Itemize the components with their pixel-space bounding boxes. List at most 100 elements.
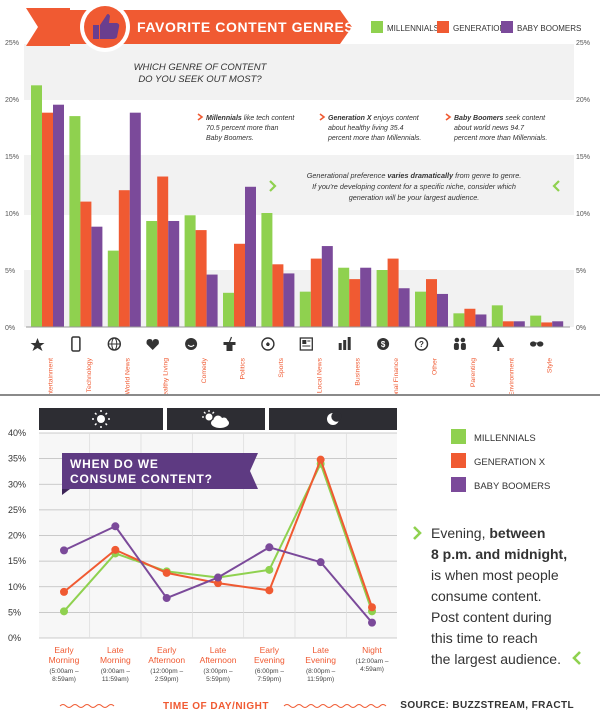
x-category-time: 5:59pm) bbox=[206, 676, 230, 683]
tree-icon bbox=[492, 337, 505, 351]
bar bbox=[321, 246, 333, 327]
y-tick-label-left: 10% bbox=[5, 211, 19, 218]
star-icon bbox=[30, 338, 45, 351]
x-category-label: Night bbox=[362, 645, 382, 655]
bar bbox=[261, 213, 273, 327]
x-category-label: Morning bbox=[49, 655, 80, 665]
data-point bbox=[214, 579, 222, 588]
x-category-time: 11:59pm) bbox=[307, 676, 334, 683]
bar bbox=[245, 186, 256, 327]
x-category-label: Afternoon bbox=[148, 655, 185, 665]
bar bbox=[376, 270, 388, 327]
note-text: Post content during bbox=[431, 609, 552, 625]
note-text: 70.5 percent more than bbox=[206, 125, 278, 132]
question-line-2: DO YOU SEEK OUT MOST? bbox=[138, 74, 262, 85]
time-of-day-header bbox=[39, 408, 397, 430]
lines bbox=[60, 455, 376, 627]
note-strong: between bbox=[489, 525, 545, 541]
legend-swatch-genx bbox=[451, 453, 466, 468]
insight-note: Generational preference varies dramatica… bbox=[269, 171, 560, 202]
bar bbox=[129, 112, 141, 328]
thumbs-up-icon bbox=[93, 14, 120, 39]
y-tick-label-right: 10% bbox=[576, 211, 590, 218]
data-point bbox=[316, 558, 325, 567]
bar bbox=[387, 258, 399, 327]
bar bbox=[464, 308, 476, 327]
y-tick-label: 10% bbox=[8, 582, 26, 592]
x-category-time: 8:59am) bbox=[52, 676, 76, 683]
bar bbox=[310, 258, 322, 327]
bar bbox=[206, 274, 218, 327]
section-divider bbox=[0, 394, 600, 396]
note-text: percent more than Millennials. bbox=[327, 135, 421, 142]
y-tick-label-right: 20% bbox=[576, 97, 590, 104]
bar bbox=[69, 116, 81, 327]
legend-label-boomers: BABY BOOMERS bbox=[517, 24, 581, 33]
bar bbox=[91, 226, 103, 327]
banner-fold bbox=[62, 489, 70, 495]
legend-swatch-boomers bbox=[501, 21, 513, 33]
y-tick-label: 40% bbox=[8, 428, 26, 438]
data-point bbox=[162, 568, 171, 577]
data-point bbox=[368, 603, 376, 612]
chart-icon bbox=[338, 337, 351, 350]
y-tick-label: 35% bbox=[8, 454, 26, 464]
note-generation-x: Generation X enjoys content about health… bbox=[319, 113, 421, 142]
svg-text:$: $ bbox=[381, 340, 386, 349]
category-label: Personal Finance bbox=[393, 358, 400, 395]
consumption-chart: 0% 5% 10% 15% 20% 25% 30% 35% 40% WHEN DO WE CON… bbox=[8, 408, 581, 712]
legend-label-millennials: MILLENNIALS bbox=[474, 433, 536, 444]
bar bbox=[360, 267, 372, 327]
category-label: Style bbox=[547, 358, 554, 373]
svg-text:Generation X enjoys content: Generation X enjoys content bbox=[328, 115, 420, 122]
money-icon: $ bbox=[377, 338, 390, 350]
band bbox=[24, 270, 574, 327]
legend-swatch-boomers bbox=[451, 477, 466, 492]
category-label: Comedy bbox=[201, 357, 208, 383]
bar bbox=[437, 293, 448, 327]
data-point bbox=[60, 607, 68, 616]
bar bbox=[349, 279, 361, 327]
band bbox=[24, 44, 574, 100]
bars bbox=[31, 85, 564, 328]
note-baby-boomers: Baby Boomers seek content about world ne… bbox=[445, 113, 547, 142]
x-category-time: (12:00pm – bbox=[150, 668, 183, 675]
insight-strong: varies dramatically bbox=[387, 171, 454, 180]
bar bbox=[195, 230, 207, 327]
category-label: Local News bbox=[316, 357, 323, 393]
note-strong: 8 p.m. and midnight, bbox=[431, 546, 567, 562]
data-point bbox=[265, 586, 274, 595]
x-category-time: 7:59pm) bbox=[257, 676, 281, 683]
y-tick-label: 5% bbox=[8, 607, 21, 617]
note-strong: Baby Boomers bbox=[454, 115, 504, 122]
y-tick-label: 25% bbox=[8, 505, 26, 515]
category-label: Sports bbox=[278, 357, 285, 377]
bar bbox=[157, 176, 169, 327]
x-category-time: (3:00pm – bbox=[203, 668, 233, 675]
legend-label-genx: GENERATION X bbox=[453, 24, 514, 33]
bar bbox=[184, 215, 196, 327]
legend-label-genx: GENERATION X bbox=[474, 457, 546, 468]
insight-text: generation will be your largest audience… bbox=[349, 193, 480, 202]
x-category-label: Morning bbox=[100, 655, 131, 665]
evening-note: Evening, between 8 p.m. and midnight, is… bbox=[413, 525, 581, 667]
x-category-label: Early bbox=[260, 645, 280, 655]
moon-icon bbox=[327, 411, 342, 425]
data-point bbox=[265, 543, 274, 552]
bar bbox=[283, 273, 295, 327]
newspaper-icon bbox=[299, 337, 313, 351]
legend-label-millennials: MILLENNIALS bbox=[387, 24, 439, 33]
consume-banner: WHEN DO WE CONSUME CONTENT? bbox=[62, 453, 258, 495]
data-point bbox=[111, 545, 120, 554]
insight-text: Generational preference bbox=[307, 171, 388, 180]
category-label: Politics bbox=[240, 357, 247, 379]
data-point bbox=[162, 594, 171, 603]
banner-tail bbox=[26, 8, 70, 46]
y-tick-label-left: 25% bbox=[5, 40, 19, 47]
family-icon bbox=[453, 337, 466, 350]
y-tick-label-right: 5% bbox=[576, 268, 586, 275]
bar bbox=[223, 292, 234, 327]
note-text: seek content bbox=[505, 115, 546, 122]
insight-text: If you're developing content for a speci… bbox=[312, 182, 516, 191]
consumption-section: 0% 5% 10% 15% 20% 25% 30% 35% 40% WHEN DO WE CON… bbox=[0, 395, 600, 723]
